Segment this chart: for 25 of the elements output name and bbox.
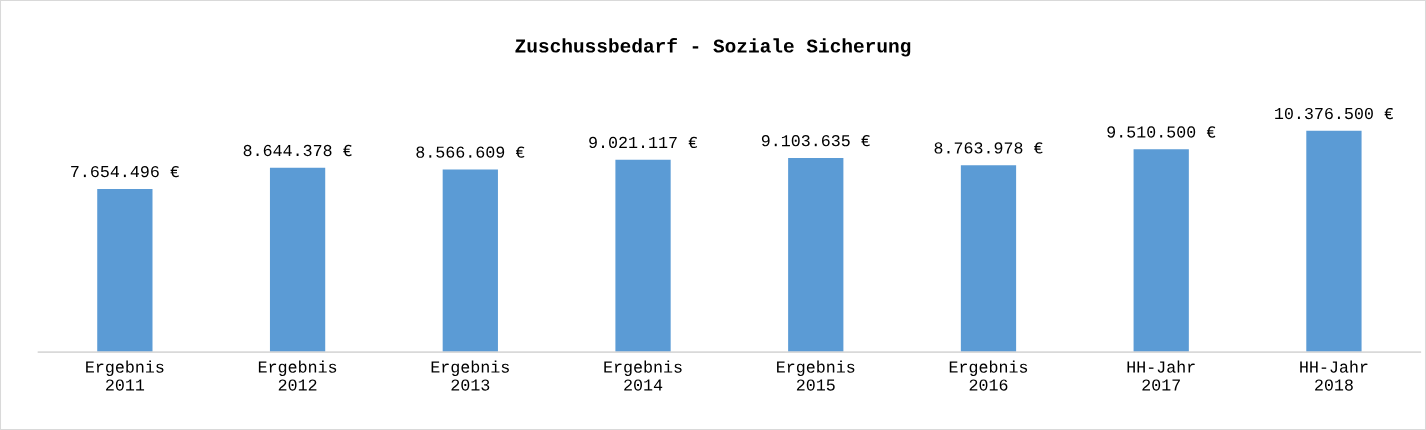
chart-title: Zuschussbedarf - Soziale Sicherung [515,38,911,57]
data-label: 8.763.978 € [934,142,1043,154]
bar [1133,149,1189,353]
x-tick-label: Ergebnis 2013 [431,360,509,391]
bar [97,188,153,353]
x-tick-label: Ergebnis 2014 [604,360,682,391]
x-tick-label: HH-Jahr 2018 [1300,360,1368,391]
bar [615,159,671,353]
bar [442,169,498,353]
data-label: 9.510.500 € [1107,126,1216,138]
bar [1306,130,1362,353]
x-tick-label: Ergebnis 2011 [86,360,164,391]
data-label: 8.566.609 € [416,146,525,158]
x-tick-label: HH-Jahr 2017 [1127,360,1195,391]
data-label: 9.103.635 € [761,135,870,147]
x-tick-label: Ergebnis 2015 [777,360,855,391]
x-tick-label: Ergebnis 2016 [949,360,1028,391]
x-tick-label: Ergebnis 2012 [258,360,337,391]
bar [960,165,1017,353]
bar [788,157,844,353]
data-label: 9.021.117 € [589,136,698,149]
data-label: 7.654.496 € [71,165,179,178]
data-label: 8.644.378 € [243,144,352,157]
bar [269,167,326,353]
data-label: 10.376.500 € [1275,107,1394,120]
